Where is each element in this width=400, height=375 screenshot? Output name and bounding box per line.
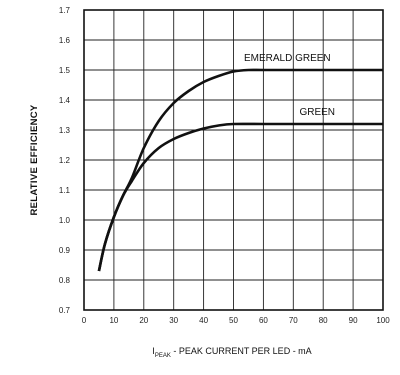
series-labels: EMERALD GREEN GREEN (244, 53, 335, 118)
y-tick-label: 1.5 (59, 66, 71, 75)
grid (84, 10, 383, 310)
y-tick-label: 0.7 (59, 306, 71, 315)
y-tick-label: 1.1 (59, 186, 71, 195)
y-tick-labels: 0.7 0.8 0.9 1.0 1.1 1.2 1.3 1.4 1.5 1.6 1.7 (59, 6, 71, 315)
x-axis-label-prefix: I (152, 346, 155, 356)
y-tick-label: 1.0 (59, 216, 71, 225)
y-tick-label: 1.3 (59, 126, 71, 135)
x-tick-label: 10 (109, 316, 118, 325)
y-tick-label: 0.9 (59, 246, 71, 255)
plot-frame (83, 9, 384, 311)
x-tick-label: 80 (319, 316, 328, 325)
x-axis-label-text: - PEAK CURRENT PER LED - mA (171, 346, 312, 356)
x-tick-label: 0 (82, 316, 87, 325)
x-tick-label: 90 (349, 316, 358, 325)
x-tick-labels: 0 10 20 30 40 50 60 70 80 90 100 (82, 316, 390, 325)
series-lines (97, 68, 383, 272)
series-label: GREEN (299, 107, 335, 118)
y-tick-label: 0.8 (59, 276, 71, 285)
y-tick-label: 1.2 (59, 156, 71, 165)
x-tick-label: 30 (169, 316, 178, 325)
y-tick-label: 1.6 (59, 36, 71, 45)
x-axis-label: IPEAK - PEAK CURRENT PER LED - mA (152, 346, 311, 359)
x-tick-label: 20 (139, 316, 148, 325)
series-label: EMERALD GREEN (244, 53, 331, 64)
x-tick-label: 40 (199, 316, 208, 325)
x-tick-label: 50 (229, 316, 238, 325)
x-tick-label: 100 (376, 316, 390, 325)
y-tick-label: 1.4 (59, 96, 71, 105)
x-axis-label-subscript: PEAK (155, 353, 171, 359)
x-tick-label: 70 (289, 316, 298, 325)
x-tick-label: 60 (259, 316, 268, 325)
series-line-green (97, 122, 383, 272)
y-axis-label: RELATIVE EFFICIENCY (29, 104, 40, 215)
y-tick-label: 1.7 (59, 6, 71, 15)
